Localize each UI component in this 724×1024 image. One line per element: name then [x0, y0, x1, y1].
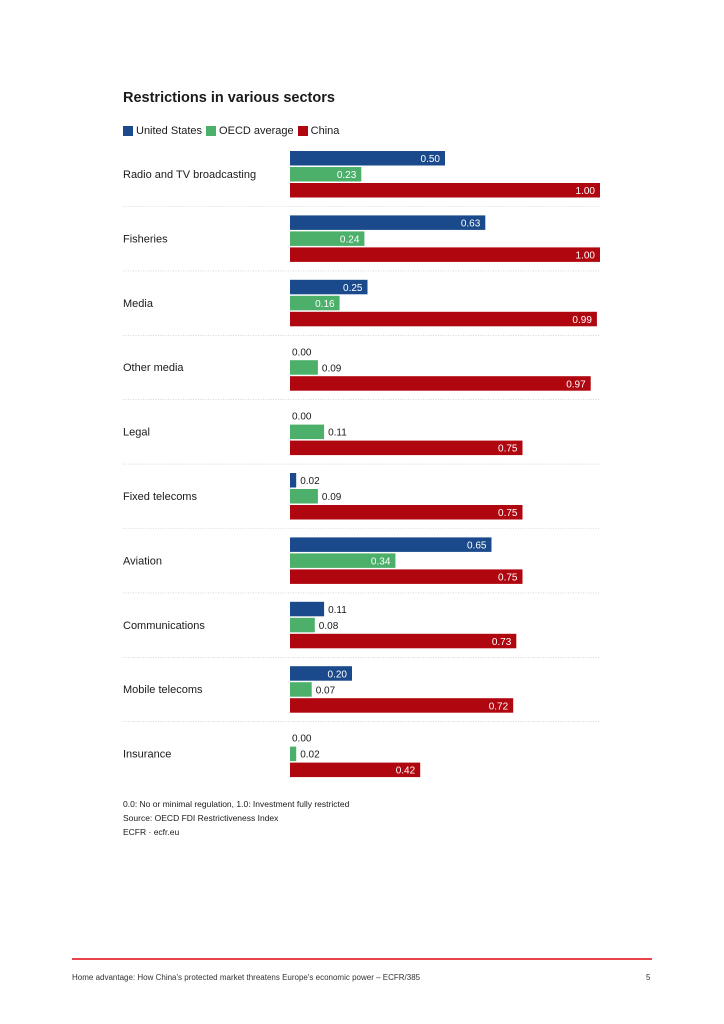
value-label-united-states-fisheries: 0.63	[461, 218, 481, 229]
legend-label-united-states: United States	[136, 125, 203, 137]
bar-china-other-media	[290, 376, 591, 391]
bar-oecd-average-fisheries	[290, 231, 365, 246]
bar-china-mobile-telecoms	[290, 698, 514, 713]
value-label-oecd-average-aviation: 0.34	[371, 556, 391, 567]
legend-item-oecd-average: OECD average	[206, 125, 294, 137]
legend-item-united-states: United States	[123, 125, 202, 137]
value-label-china-radio-and-tv-broadcasting: 1.00	[576, 186, 596, 197]
value-label-china-insurance: 0.42	[396, 766, 416, 777]
value-label-united-states-mobile-telecoms: 0.20	[328, 669, 348, 680]
bar-oecd-average-fixed-telecoms	[290, 489, 318, 504]
footer-text: Home advantage: How China's protected ma…	[72, 973, 421, 982]
legend-label-oecd-average: OECD average	[219, 125, 294, 137]
bar-united-states-communications	[290, 601, 325, 617]
value-label-oecd-average-fisheries: 0.24	[340, 234, 360, 245]
bar-oecd-average-media	[290, 295, 340, 311]
bar-chart: Radio and TV broadcasting 0.50 0.23 1.00 Fis…	[123, 151, 600, 778]
legend-swatch-oecd-average	[206, 126, 217, 136]
value-label-oecd-average-mobile-telecoms: 0.07	[316, 685, 336, 696]
source-note: Source: OECD FDI Restrictiveness Index	[123, 813, 279, 823]
legend-item-china: China	[297, 125, 340, 137]
category-label-mobile-telecoms: Mobile telecoms	[123, 684, 203, 696]
value-label-china-media: 0.99	[572, 315, 592, 326]
bar-united-states-fisheries	[290, 215, 486, 230]
bar-china-communications	[290, 633, 517, 649]
value-label-united-states-radio-and-tv-broadcasting: 0.50	[421, 154, 441, 165]
bar-oecd-average-radio-and-tv-broadcasting	[290, 167, 362, 182]
scale-note: 0.0: No or minimal regulation, 1.0: Inve…	[123, 799, 350, 809]
bar-china-insurance	[290, 762, 421, 778]
bar-china-radio-and-tv-broadcasting	[290, 183, 600, 198]
bar-oecd-average-aviation	[290, 553, 396, 568]
category-label-insurance: Insurance	[123, 749, 171, 761]
category-label-radio-and-tv-broadcasting: Radio and TV broadcasting	[123, 169, 256, 181]
value-label-oecd-average-media: 0.16	[315, 299, 335, 310]
value-label-united-states-fixed-telecoms: 0.02	[300, 476, 320, 487]
value-label-china-fisheries: 1.00	[576, 250, 596, 261]
footer-divider	[72, 958, 652, 960]
category-label-legal: Legal	[123, 427, 150, 439]
bar-china-aviation	[290, 569, 523, 584]
value-label-china-legal: 0.75	[498, 444, 518, 455]
value-label-oecd-average-other-media: 0.09	[322, 363, 342, 374]
bar-united-states-fixed-telecoms	[290, 473, 297, 488]
bar-china-legal	[290, 440, 523, 456]
bar-united-states-mobile-telecoms	[290, 666, 352, 681]
value-label-china-mobile-telecoms: 0.72	[489, 701, 509, 712]
bar-oecd-average-legal	[290, 424, 325, 440]
bar-china-fixed-telecoms	[290, 505, 523, 520]
bar-oecd-average-insurance	[290, 746, 297, 762]
value-label-united-states-communications: 0.11	[328, 605, 347, 616]
category-label-aviation: Aviation	[123, 555, 162, 567]
value-label-united-states-other-media: 0.00	[292, 347, 312, 358]
value-label-china-aviation: 0.75	[498, 572, 518, 583]
chart-legend: United States OECD average China	[123, 125, 343, 137]
page-number: 5	[646, 973, 651, 982]
bar-china-fisheries	[290, 247, 600, 262]
chart-title: Restrictions in various sectors	[123, 90, 335, 106]
value-label-united-states-aviation: 0.65	[467, 540, 487, 551]
legend-swatch-united-states	[123, 126, 133, 136]
bar-united-states-media	[290, 279, 368, 295]
bar-oecd-average-communications	[290, 617, 315, 633]
value-label-oecd-average-communications: 0.08	[319, 621, 339, 632]
value-label-united-states-insurance: 0.00	[292, 734, 312, 745]
value-label-oecd-average-insurance: 0.02	[300, 750, 320, 761]
bar-oecd-average-mobile-telecoms	[290, 682, 312, 697]
bar-china-media	[290, 311, 597, 327]
category-label-fixed-telecoms: Fixed telecoms	[123, 491, 197, 503]
bar-united-states-aviation	[290, 537, 492, 552]
value-label-oecd-average-radio-and-tv-broadcasting: 0.23	[337, 170, 357, 181]
category-label-other-media: Other media	[123, 362, 184, 374]
credit-note: ECFR · ecfr.eu	[123, 827, 180, 837]
bar-united-states-radio-and-tv-broadcasting	[290, 151, 445, 166]
chart-notes: 0.0: No or minimal regulation, 1.0: Inve…	[123, 797, 349, 839]
category-label-fisheries: Fisheries	[123, 233, 168, 245]
category-label-communications: Communications	[123, 620, 205, 632]
value-label-china-communications: 0.73	[492, 637, 512, 648]
value-label-united-states-legal: 0.00	[292, 412, 312, 423]
value-label-united-states-media: 0.25	[343, 283, 363, 294]
bar-oecd-average-other-media	[290, 360, 318, 375]
legend-label-china: China	[310, 125, 340, 137]
value-label-oecd-average-fixed-telecoms: 0.09	[322, 492, 342, 503]
value-label-oecd-average-legal: 0.11	[328, 428, 347, 439]
value-label-china-fixed-telecoms: 0.75	[498, 508, 518, 519]
value-label-china-other-media: 0.97	[566, 379, 586, 390]
category-label-media: Media	[123, 298, 154, 310]
legend-swatch-china	[297, 126, 308, 136]
